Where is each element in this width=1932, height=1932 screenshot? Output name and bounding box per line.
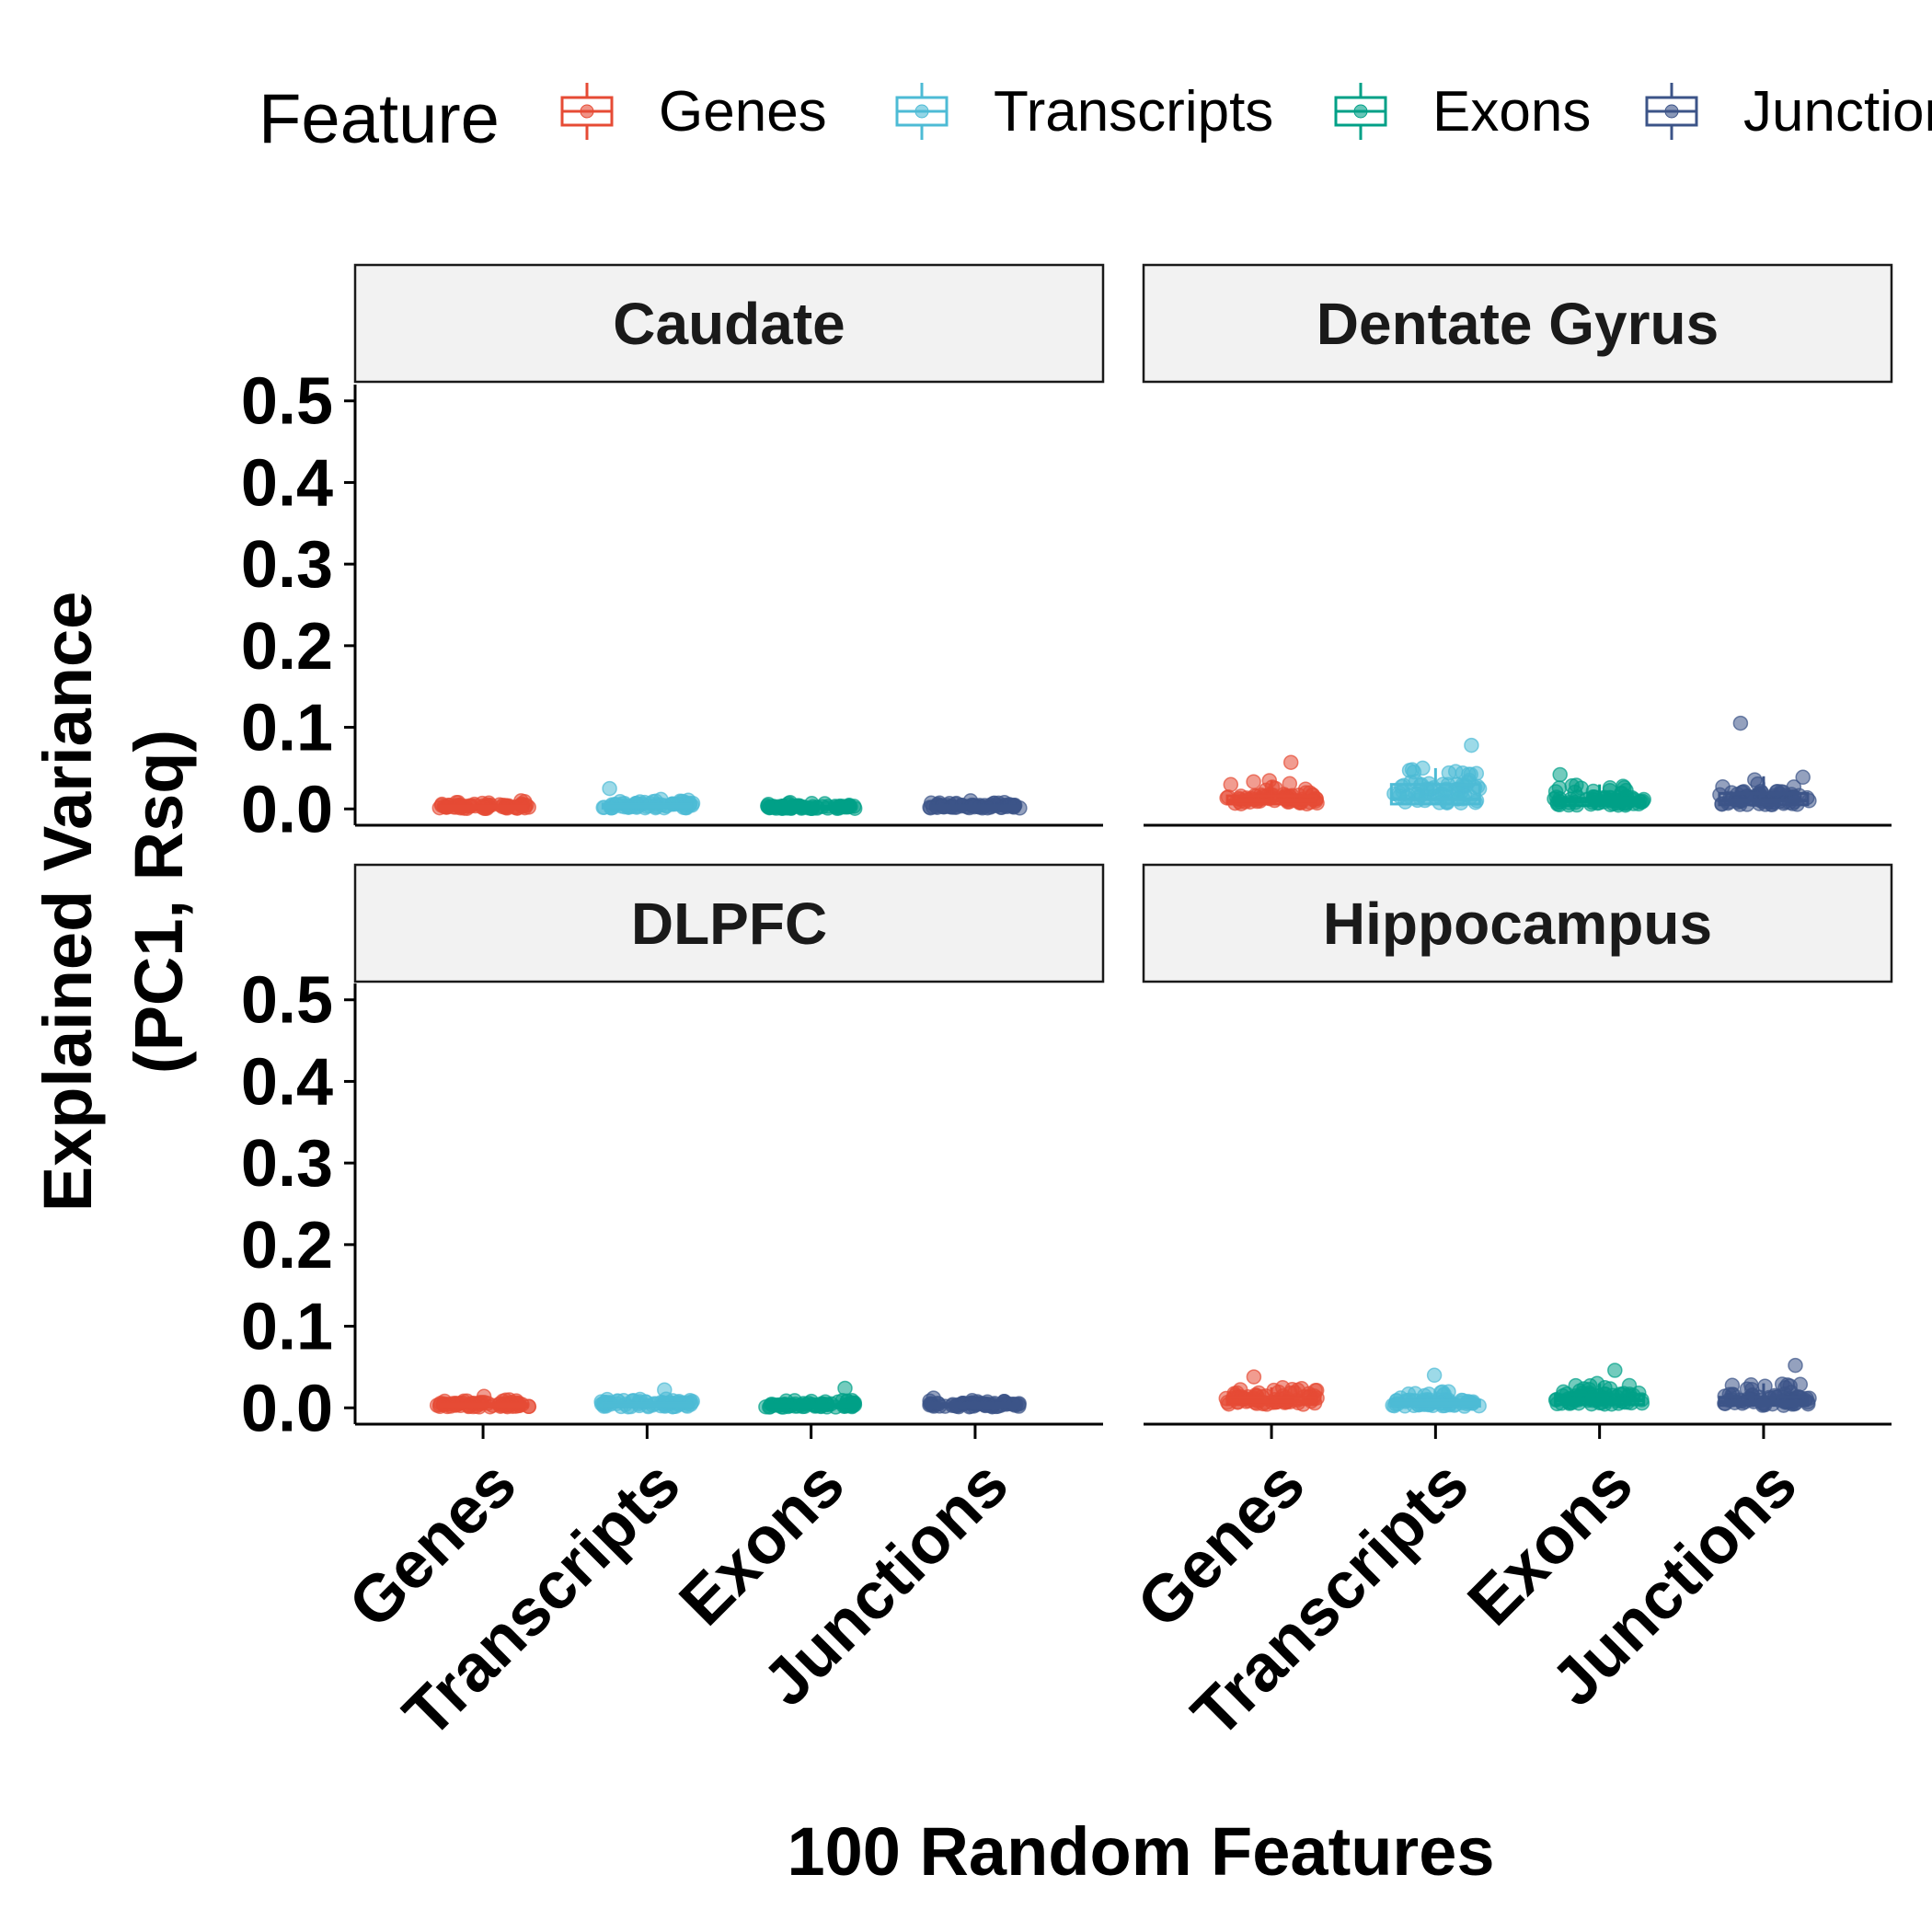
- legend-key-point: [580, 104, 594, 119]
- facet-strip-dlpfc: [353, 863, 1105, 983]
- facet-strip-hippocampus: [1142, 863, 1893, 983]
- box-dlpfc-junctions: [922, 1390, 1027, 1415]
- box-caudate-transcripts: [595, 780, 701, 816]
- box-hippocampus-genes: [1218, 1369, 1325, 1412]
- data-point: [1757, 1378, 1773, 1394]
- facet-strip-caudate: [353, 263, 1105, 384]
- data-point: [1724, 1377, 1741, 1394]
- data-point: [1602, 782, 1618, 799]
- data-point: [1618, 782, 1634, 799]
- data-point: [1406, 764, 1422, 780]
- legend: Feature Genes Transcripts Exons Junctions: [259, 80, 1932, 158]
- data-point: [1464, 737, 1479, 753]
- legend-item-junctions: Junctions: [1645, 80, 1932, 144]
- data-point: [602, 780, 617, 797]
- data-point: [1788, 1357, 1803, 1374]
- box-dlpfc-transcripts: [593, 1382, 700, 1415]
- y-axis-title-line-2: (PC1, Rsq): [121, 730, 197, 1074]
- legend-key-point: [1353, 104, 1368, 119]
- legend-label-exons: Exons: [1432, 80, 1591, 144]
- box-dlpfc-exons: [758, 1380, 863, 1415]
- y-tick-label: 0.1: [241, 1291, 333, 1364]
- box-dlpfc-genes: [429, 1388, 537, 1415]
- panel-hippocampus: HippocampusGenesTranscriptsExonsJunction…: [1123, 863, 1893, 1752]
- box-dentate-gyrus-genes: [1219, 754, 1325, 812]
- data-point: [1743, 1376, 1759, 1393]
- data-point: [1426, 1367, 1443, 1384]
- panel-dlpfc: DLPFC0.00.10.20.30.40.5GenesTranscriptsE…: [241, 863, 1105, 1752]
- box-hippocampus-transcripts: [1385, 1367, 1487, 1414]
- facet-strip-label-dentate-gyrus: Dentate Gyrus: [1317, 291, 1719, 357]
- y-tick-label: 0.5: [241, 365, 333, 439]
- data-point: [1282, 754, 1299, 770]
- facet-strip-label-dlpfc: DLPFC: [631, 891, 827, 957]
- data-point: [1795, 769, 1811, 786]
- data-point: [1621, 1377, 1638, 1394]
- x-axis-title: 100 Random Features: [787, 1813, 1494, 1890]
- data-point: [1607, 1363, 1623, 1378]
- data-point: [1594, 1390, 1610, 1406]
- y-tick-label: 0.3: [241, 528, 333, 602]
- y-tick-label: 0.3: [241, 1127, 333, 1201]
- y-tick-label: 0.2: [241, 1209, 333, 1282]
- facet-strip-dentate-gyrus: [1142, 263, 1893, 384]
- y-tick-label: 0.5: [241, 964, 333, 1038]
- legend-label-genes: Genes: [659, 80, 827, 144]
- panel-caudate: Caudate 0.0 0.1 0.2 0.3 0.40.5: [241, 263, 1105, 846]
- legend-key-point: [914, 104, 929, 119]
- legend-label-transcripts: Transcripts: [994, 80, 1273, 144]
- box-dentate-gyrus-exons: [1547, 766, 1651, 813]
- legend-item-genes: Genes: [560, 80, 827, 144]
- box-caudate-genes: [431, 793, 536, 817]
- panel-dentate-gyrus: Dentate Gyrus: [1142, 263, 1893, 827]
- data-point: [1246, 774, 1261, 789]
- box-dentate-gyrus-junctions: [1712, 715, 1817, 812]
- y-axis-title-line-1: Explained Variance: [29, 592, 106, 1213]
- y-tick-label: 0.0: [241, 1372, 333, 1445]
- data-point: [1732, 715, 1749, 731]
- y-tick-label: 0.4: [241, 1045, 333, 1119]
- box-body: [1389, 783, 1481, 806]
- box-hippocampus-exons: [1547, 1363, 1650, 1412]
- data-point: [1552, 766, 1568, 783]
- data-point: [837, 1380, 853, 1397]
- data-point: [1232, 1382, 1248, 1397]
- box-dentate-gyrus-transcripts: [1386, 737, 1488, 811]
- data-point: [1582, 1378, 1598, 1394]
- data-point: [1223, 776, 1239, 793]
- legend-item-transcripts: Transcripts: [895, 80, 1273, 144]
- data-point: [1246, 1369, 1262, 1385]
- legend-item-exons: Exons: [1334, 80, 1591, 144]
- y-tick-label: 0.2: [241, 610, 333, 684]
- y-tick-label: 0.1: [241, 692, 333, 765]
- legend-label-junctions: Junctions: [1743, 80, 1932, 144]
- legend-key-point: [1664, 104, 1679, 119]
- legend-title: Feature: [259, 80, 500, 158]
- box-hippocampus-junctions: [1717, 1357, 1817, 1413]
- facet-strip-label-hippocampus: Hippocampus: [1323, 891, 1712, 957]
- facet-strip-label-caudate: Caudate: [613, 291, 845, 357]
- y-tick-label: 0.0: [241, 773, 333, 846]
- legend-items: Genes Transcripts Exons Junctions: [560, 80, 1932, 144]
- box-caudate-exons: [760, 794, 863, 817]
- data-point: [1768, 784, 1785, 799]
- y-axis-title: Explained Variance (PC1, Rsq): [29, 592, 197, 1213]
- y-tick-label: 0.4: [241, 446, 333, 520]
- box-caudate-junctions: [922, 793, 1028, 816]
